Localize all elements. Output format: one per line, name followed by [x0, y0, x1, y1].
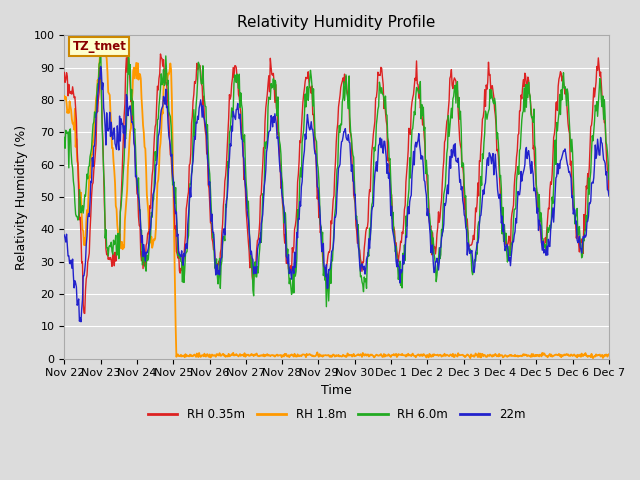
- Text: TZ_tmet: TZ_tmet: [72, 40, 126, 53]
- 22m: [70, 285, 78, 291]
- RH 6.0m: [211, 265, 219, 271]
- RH 1.8m: [211, 353, 219, 359]
- RH 6.0m: [404, 194, 412, 200]
- RH 0.35m: [212, 269, 220, 275]
- 22m: [605, 193, 612, 199]
- RH 1.8m: [70, 127, 78, 132]
- RH 6.0m: [127, 97, 135, 103]
- RH 0.35m: [420, 132, 428, 138]
- RH 0.35m: [157, 51, 164, 57]
- 22m: [97, 64, 104, 70]
- RH 0.35m: [127, 99, 135, 105]
- Line: 22m: 22m: [64, 67, 609, 322]
- RH 0.35m: [70, 95, 78, 100]
- Title: Relativity Humidity Profile: Relativity Humidity Profile: [237, 15, 436, 30]
- RH 0.35m: [183, 201, 191, 206]
- RH 1.8m: [589, 355, 597, 361]
- RH 1.8m: [419, 351, 427, 357]
- RH 6.0m: [97, 37, 104, 43]
- RH 1.8m: [605, 351, 612, 357]
- Line: RH 0.35m: RH 0.35m: [64, 54, 609, 313]
- Y-axis label: Relativity Humidity (%): Relativity Humidity (%): [15, 124, 28, 270]
- Line: RH 6.0m: RH 6.0m: [64, 40, 609, 307]
- RH 6.0m: [60, 134, 68, 140]
- 22m: [404, 204, 412, 210]
- RH 1.8m: [127, 125, 135, 131]
- RH 6.0m: [70, 184, 78, 190]
- RH 1.8m: [97, 39, 104, 45]
- RH 0.35m: [60, 70, 68, 75]
- Line: RH 1.8m: RH 1.8m: [64, 42, 609, 358]
- 22m: [77, 319, 84, 324]
- 22m: [212, 272, 220, 278]
- Legend: RH 0.35m, RH 1.8m, RH 6.0m, 22m: RH 0.35m, RH 1.8m, RH 6.0m, 22m: [143, 403, 530, 426]
- RH 0.35m: [81, 311, 88, 316]
- RH 6.0m: [182, 250, 190, 255]
- RH 6.0m: [420, 128, 428, 133]
- RH 6.0m: [605, 177, 612, 182]
- 22m: [128, 120, 136, 125]
- RH 0.35m: [404, 148, 412, 154]
- X-axis label: Time: Time: [321, 384, 352, 397]
- RH 6.0m: [323, 304, 330, 310]
- RH 1.8m: [182, 354, 190, 360]
- 22m: [60, 232, 68, 238]
- RH 1.8m: [60, 93, 68, 99]
- 22m: [420, 178, 428, 183]
- RH 0.35m: [605, 191, 612, 197]
- RH 1.8m: [404, 353, 412, 359]
- 22m: [183, 245, 191, 251]
